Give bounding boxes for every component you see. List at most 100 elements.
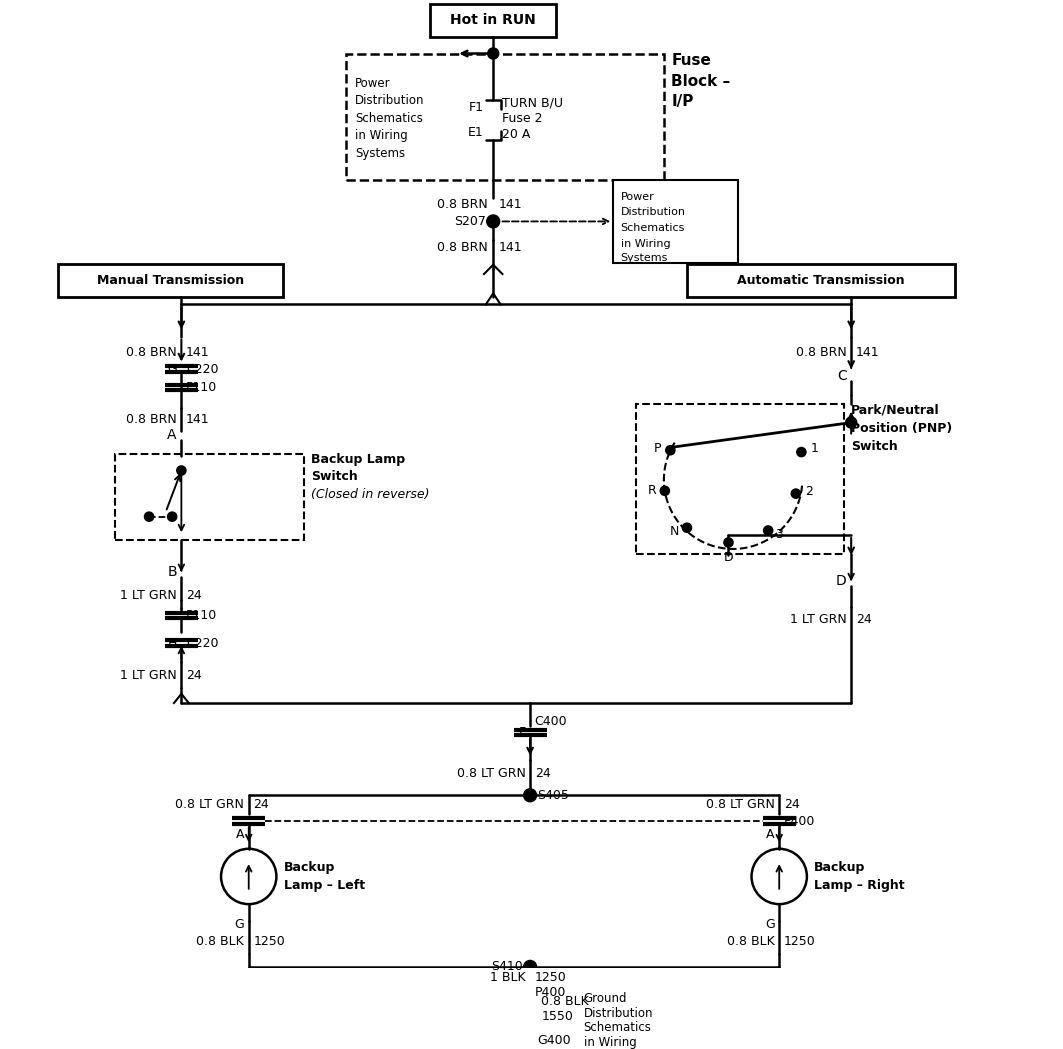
Text: G: G (234, 918, 244, 930)
Text: E1: E1 (468, 126, 484, 140)
Text: P400: P400 (535, 986, 567, 1000)
Circle shape (524, 1013, 536, 1024)
Text: Lamp – Right: Lamp – Right (814, 879, 905, 893)
Text: Hot in RUN: Hot in RUN (451, 14, 536, 27)
Text: C: C (837, 369, 846, 384)
Text: 1: 1 (810, 442, 819, 455)
Text: 1250: 1250 (535, 971, 567, 984)
Text: Backup: Backup (284, 861, 335, 874)
Bar (613, 180, 738, 263)
Circle shape (168, 512, 176, 521)
Circle shape (846, 418, 857, 428)
Circle shape (145, 512, 154, 521)
Text: F1: F1 (469, 101, 484, 113)
Text: 0.8 BRN: 0.8 BRN (437, 241, 488, 254)
Text: Fuse 2: Fuse 2 (503, 111, 543, 125)
Text: Distribution: Distribution (584, 1007, 653, 1020)
Text: Schematics: Schematics (621, 222, 685, 233)
Text: 24: 24 (186, 588, 202, 601)
Text: in Wiring: in Wiring (355, 129, 407, 142)
Text: Backup Lamp: Backup Lamp (311, 453, 406, 466)
Bar (687, 264, 955, 297)
Text: Distribution: Distribution (355, 94, 424, 107)
Circle shape (524, 961, 537, 973)
Text: A: A (167, 428, 176, 443)
Text: 2: 2 (805, 486, 813, 498)
Text: 1250: 1250 (253, 935, 285, 947)
Text: G400: G400 (538, 1034, 571, 1047)
Circle shape (665, 446, 675, 455)
Text: Power: Power (355, 77, 390, 89)
Circle shape (682, 523, 692, 532)
Text: P: P (654, 442, 661, 455)
Circle shape (724, 538, 733, 548)
Circle shape (176, 466, 186, 475)
Text: TURN B/U: TURN B/U (503, 97, 563, 110)
Text: in Wiring: in Wiring (621, 238, 670, 249)
Text: G: G (765, 918, 775, 930)
Bar (431, 4, 556, 37)
Text: 20 A: 20 A (503, 128, 530, 142)
Text: A: A (236, 828, 244, 840)
Text: Systems: Systems (355, 147, 405, 159)
Text: Lamp – Left: Lamp – Left (284, 879, 365, 893)
Text: I/P: I/P (671, 94, 694, 109)
Text: 1550: 1550 (541, 1010, 573, 1023)
Text: C220: C220 (186, 363, 219, 376)
Text: 24: 24 (535, 767, 551, 779)
Text: 3: 3 (775, 528, 783, 540)
Text: R: R (647, 485, 656, 497)
Text: Distribution: Distribution (621, 208, 686, 217)
Text: Switch: Switch (851, 440, 898, 453)
Text: 141: 141 (499, 198, 522, 211)
Bar (576, 984, 747, 1049)
Text: Switch: Switch (311, 470, 358, 483)
Text: 1 LT GRN: 1 LT GRN (120, 588, 176, 601)
Text: Fuse: Fuse (671, 53, 711, 68)
Circle shape (524, 789, 537, 801)
Text: 141: 141 (186, 413, 209, 426)
Text: 1250: 1250 (783, 935, 815, 947)
Text: P400: P400 (783, 815, 815, 828)
Bar (115, 454, 304, 540)
Text: 24: 24 (783, 798, 799, 811)
Circle shape (488, 48, 499, 59)
Text: Automatic Transmission: Automatic Transmission (737, 274, 905, 287)
Text: Ground: Ground (584, 991, 627, 1005)
Text: Systems: Systems (621, 253, 668, 263)
Text: S207: S207 (454, 215, 486, 228)
Text: P110: P110 (186, 381, 217, 394)
Text: 0.8 BLK: 0.8 BLK (727, 935, 775, 947)
Circle shape (763, 526, 773, 535)
Bar (57, 264, 283, 297)
Text: Position (PNP): Position (PNP) (851, 422, 952, 434)
Bar (345, 53, 664, 180)
Text: Schematics: Schematics (355, 111, 423, 125)
Text: Manual Transmission: Manual Transmission (97, 274, 243, 287)
Text: Schematics: Schematics (584, 1022, 652, 1034)
Text: 141: 141 (499, 241, 522, 254)
Text: 0.8 BLK: 0.8 BLK (541, 996, 589, 1008)
Text: 24: 24 (186, 669, 202, 682)
Text: B: B (167, 565, 176, 579)
Circle shape (487, 215, 500, 228)
Text: 0.8 BLK: 0.8 BLK (197, 935, 244, 947)
Text: in Wiring: in Wiring (584, 1036, 637, 1049)
Text: 1 BLK: 1 BLK (490, 971, 525, 984)
Text: Block –: Block – (671, 73, 730, 89)
Text: Power: Power (621, 192, 655, 201)
Text: C400: C400 (535, 715, 568, 728)
Text: 0.8 LT GRN: 0.8 LT GRN (175, 798, 244, 811)
Text: S405: S405 (538, 789, 570, 801)
Bar (637, 404, 844, 554)
Text: S410: S410 (491, 961, 523, 973)
Text: 0.8 BRN: 0.8 BRN (796, 346, 846, 359)
Text: 0.8 BRN: 0.8 BRN (126, 413, 176, 426)
Text: 0.8 BRN: 0.8 BRN (437, 198, 488, 211)
Circle shape (797, 448, 806, 456)
Text: Backup: Backup (814, 861, 865, 874)
Text: 1 LT GRN: 1 LT GRN (790, 614, 846, 626)
Text: D: D (836, 574, 846, 588)
Text: H: H (167, 637, 176, 649)
Circle shape (660, 487, 670, 495)
